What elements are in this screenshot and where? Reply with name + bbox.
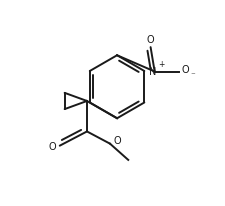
Text: O: O	[113, 136, 120, 146]
Text: ⁻: ⁻	[190, 71, 194, 81]
Text: O: O	[49, 142, 56, 152]
Text: N: N	[148, 67, 155, 76]
Text: O: O	[181, 66, 189, 75]
Text: +: +	[157, 61, 164, 69]
Text: O: O	[146, 35, 154, 45]
